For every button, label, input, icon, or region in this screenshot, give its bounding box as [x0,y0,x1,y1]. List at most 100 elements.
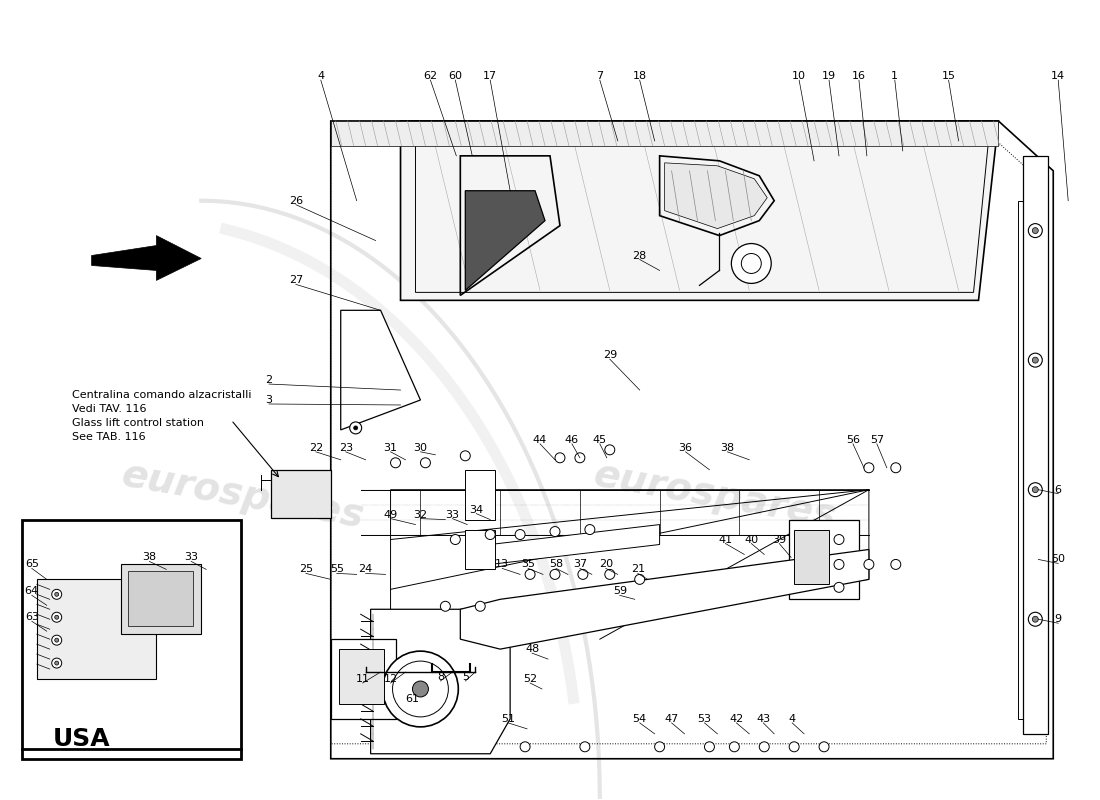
Bar [465,530,495,570]
Text: 33: 33 [446,510,460,520]
Bar [339,649,384,704]
Circle shape [789,742,799,752]
Text: 31: 31 [384,443,397,453]
Circle shape [1028,353,1043,367]
Circle shape [354,426,358,430]
Circle shape [1028,612,1043,626]
Circle shape [732,243,771,283]
Circle shape [390,458,400,468]
Text: 51: 51 [502,714,515,724]
Text: 58: 58 [549,559,563,570]
Text: USA: USA [53,727,110,751]
Circle shape [55,638,58,642]
Polygon shape [664,163,767,229]
Circle shape [575,453,585,462]
Text: 39: 39 [772,534,786,545]
Circle shape [383,651,459,727]
Bar [789,519,859,599]
Bar [271,470,331,518]
Text: 57: 57 [870,435,884,445]
Circle shape [1028,482,1043,497]
Circle shape [450,534,460,545]
Bar [331,639,396,719]
Bar [121,565,201,634]
Bar [465,470,495,519]
Bar [36,579,156,679]
Text: 4: 4 [317,71,324,81]
Circle shape [412,681,428,697]
Circle shape [834,534,844,545]
Polygon shape [1019,201,1048,719]
Text: 47: 47 [664,714,679,724]
Text: 13: 13 [495,559,509,570]
Text: 56: 56 [846,435,860,445]
Circle shape [864,559,873,570]
Polygon shape [460,550,869,649]
Text: 42: 42 [729,714,744,724]
Polygon shape [371,610,510,754]
Text: 64: 64 [24,586,38,596]
Polygon shape [91,235,201,281]
Text: 61: 61 [406,694,419,704]
Polygon shape [331,121,999,146]
Circle shape [1028,224,1043,238]
Text: 10: 10 [792,71,806,81]
Text: 52: 52 [522,674,537,684]
Text: 33: 33 [185,553,198,562]
Text: 48: 48 [525,644,539,654]
Text: 65: 65 [25,559,39,570]
Circle shape [891,462,901,473]
Circle shape [820,742,829,752]
Text: 29: 29 [603,350,617,360]
Circle shape [52,635,62,645]
Circle shape [729,742,739,752]
Text: 9: 9 [1055,614,1061,624]
Text: 50: 50 [1052,554,1065,565]
Text: 27: 27 [289,275,302,286]
Circle shape [52,658,62,668]
Text: eurospares: eurospares [119,456,367,536]
Circle shape [550,526,560,537]
Text: 3: 3 [265,395,273,405]
Circle shape [578,570,587,579]
Text: 26: 26 [289,196,302,206]
Text: Centralina comando alzacristalli
Vedi TAV. 116
Glass lift control station
See TA: Centralina comando alzacristalli Vedi TA… [72,390,251,442]
Circle shape [485,530,495,539]
Text: 59: 59 [613,586,627,596]
Text: 21: 21 [630,565,645,574]
Circle shape [520,742,530,752]
Circle shape [834,559,844,570]
Polygon shape [465,190,544,290]
Text: 12: 12 [384,674,397,684]
Text: 22: 22 [309,443,323,453]
Text: 36: 36 [679,443,693,453]
Circle shape [420,458,430,468]
Circle shape [550,570,560,579]
Text: 30: 30 [414,443,428,453]
Circle shape [759,742,769,752]
Text: 53: 53 [697,714,712,724]
Text: eurospares: eurospares [590,456,838,536]
Circle shape [1032,486,1038,493]
Bar [129,571,194,626]
Circle shape [52,612,62,622]
Polygon shape [400,121,999,300]
Polygon shape [341,310,420,430]
Circle shape [515,530,525,539]
Circle shape [605,570,615,579]
Text: 11: 11 [355,674,370,684]
Text: 25: 25 [299,565,312,574]
Circle shape [635,574,645,584]
Text: 23: 23 [339,443,353,453]
Text: 4: 4 [789,714,795,724]
Circle shape [350,422,362,434]
Circle shape [704,742,714,752]
Circle shape [585,525,595,534]
Text: 37: 37 [573,559,587,570]
Circle shape [1032,616,1038,622]
Text: 5: 5 [462,672,469,682]
Bar [794,530,829,584]
Circle shape [525,570,535,579]
Bar [22,519,241,758]
Text: 18: 18 [632,71,647,81]
